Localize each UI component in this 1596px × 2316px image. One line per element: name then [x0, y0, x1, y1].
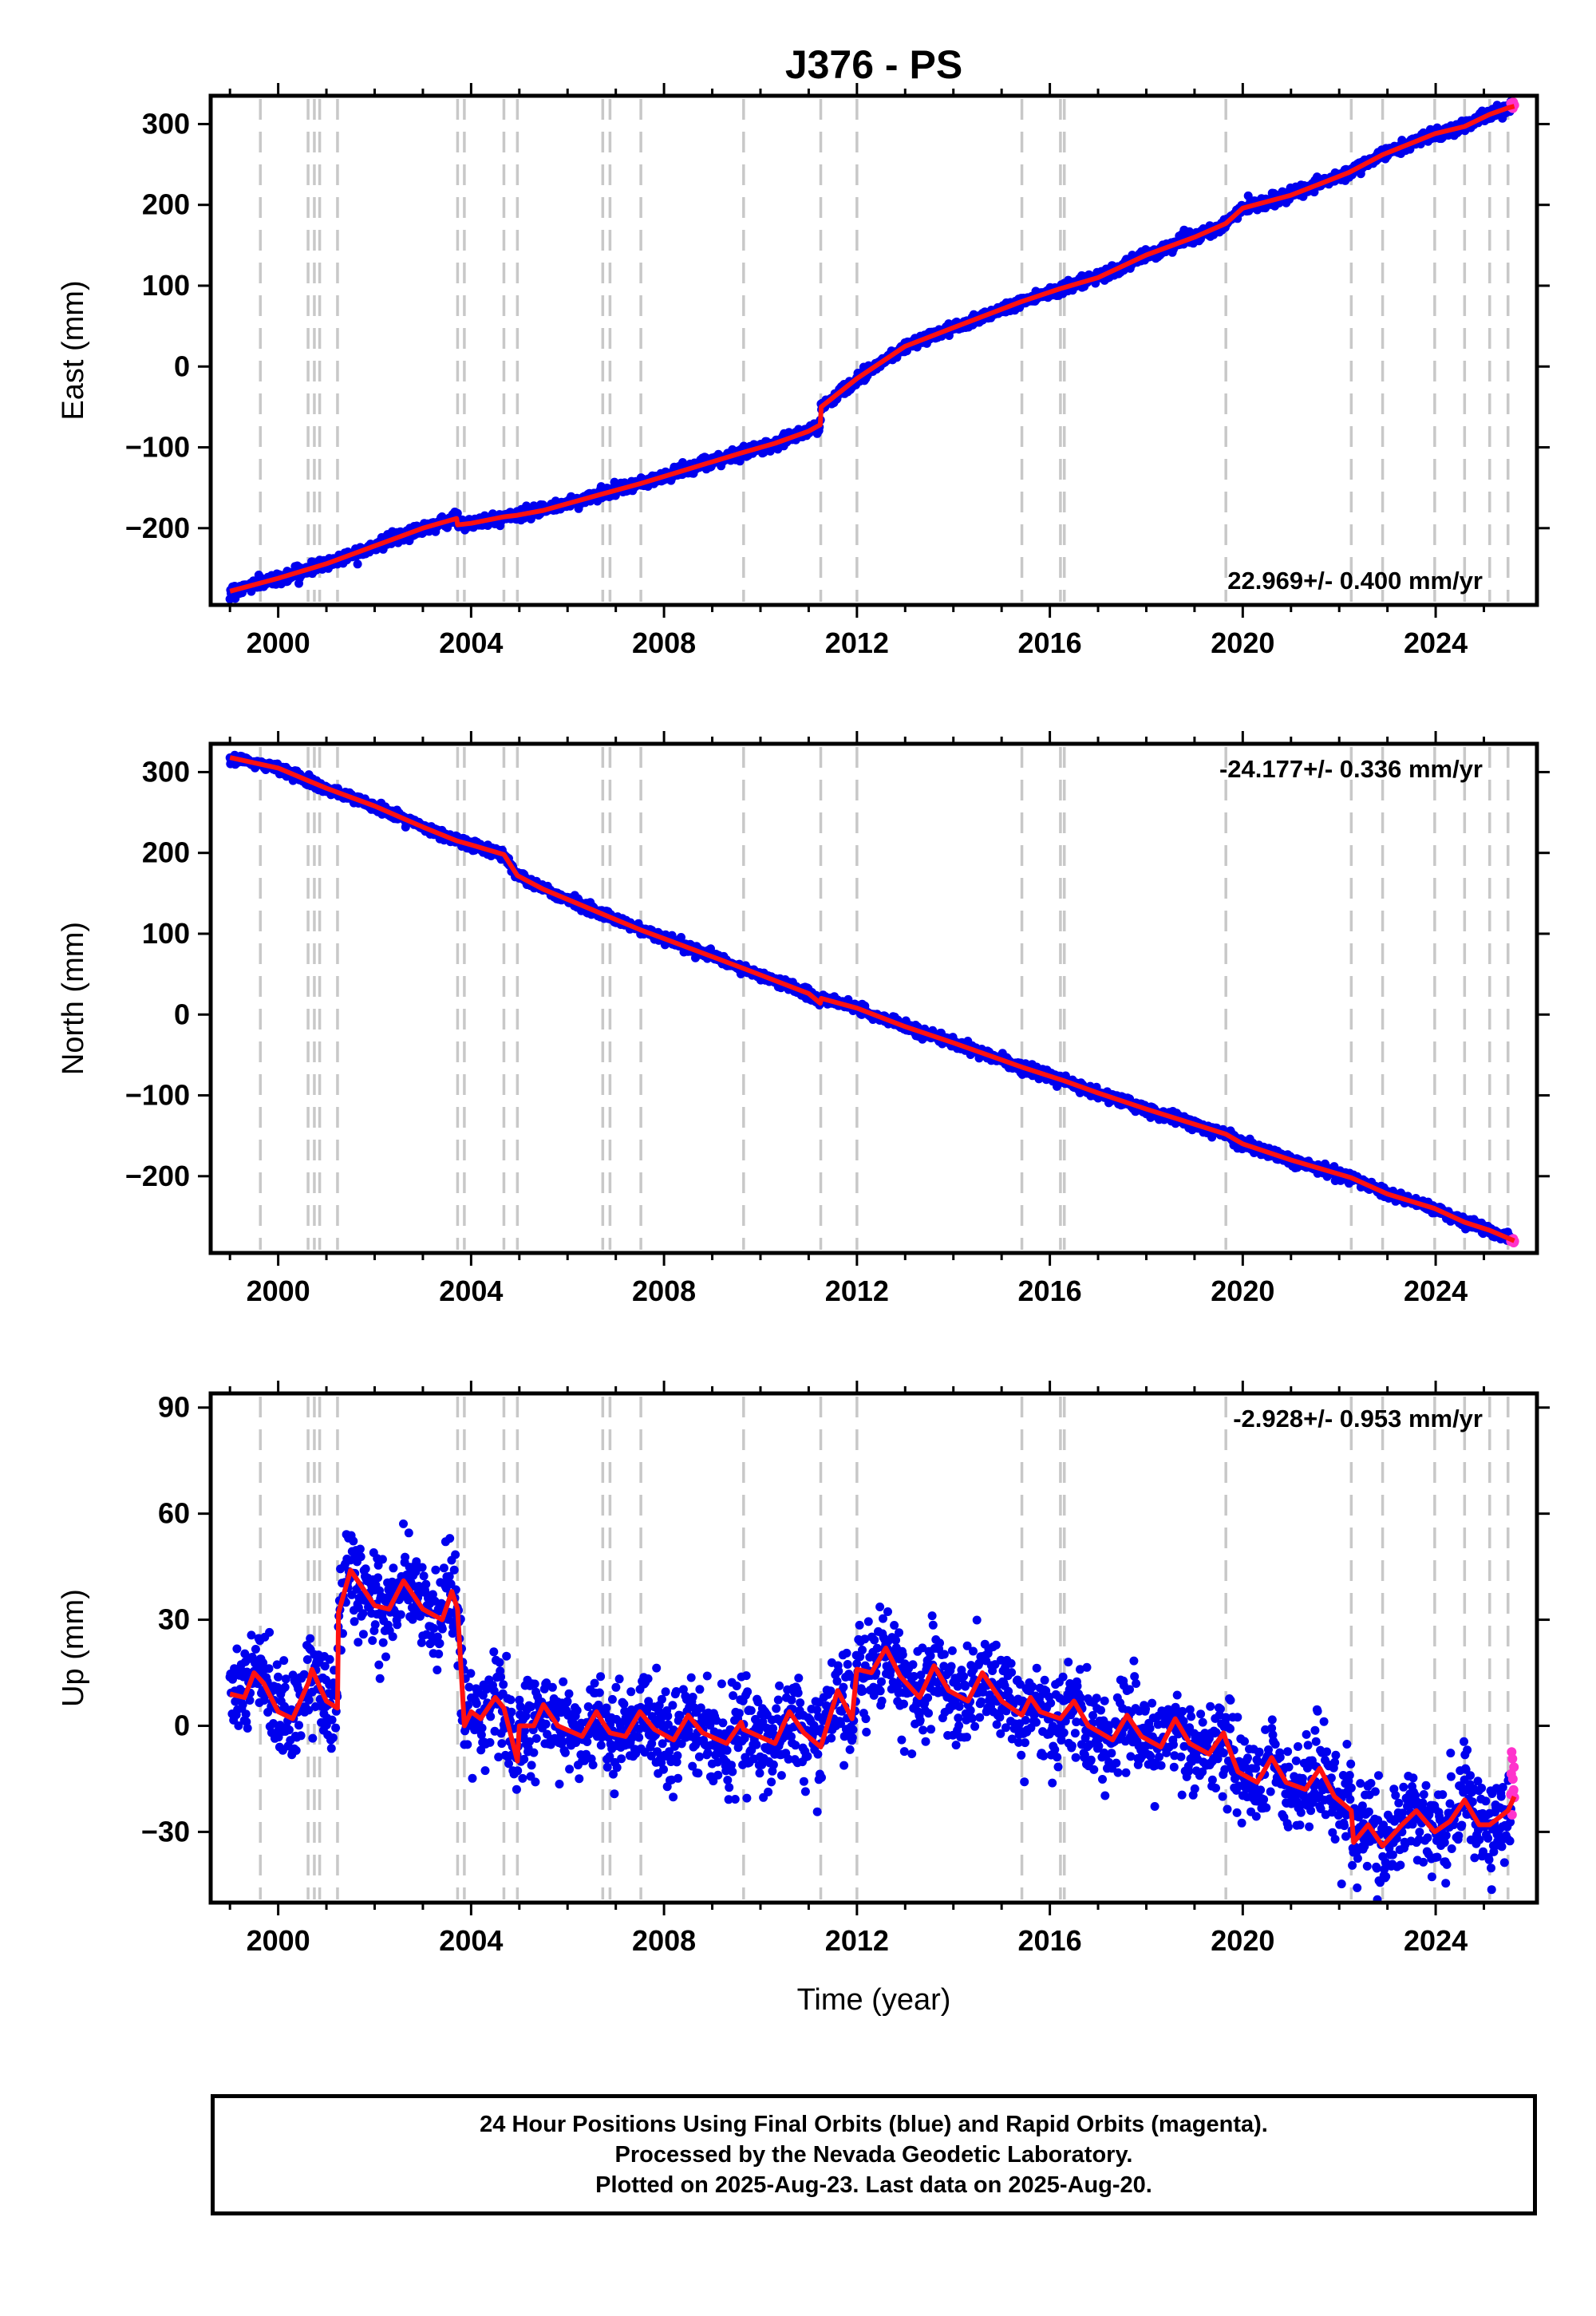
y-tick-label: 200 — [142, 188, 190, 221]
final-orbit-point — [452, 508, 462, 518]
x-tick-label: 2004 — [439, 626, 503, 659]
x-tick-label: 2016 — [1018, 626, 1082, 659]
rate-label: 22.969+/- 0.400 mm/yr — [1227, 567, 1483, 595]
x-tick-label: 2008 — [632, 626, 696, 659]
y-tick-label: −200 — [125, 512, 190, 544]
y-tick-label: 100 — [142, 269, 190, 302]
plot-frame — [208, 741, 1539, 1255]
x-tick-label: 2000 — [247, 626, 310, 659]
x-tick-label: 2020 — [1211, 626, 1274, 659]
y-tick-label: 300 — [142, 107, 190, 140]
panel-north: 2000 2004 2008 2012 2016 2020 2024−200−1000100… — [57, 731, 1550, 1307]
model-line — [229, 104, 1515, 594]
model-line — [229, 755, 1515, 1243]
y-axis-title: East (mm) — [57, 280, 90, 420]
x-tick-label: 2024 — [1404, 626, 1468, 659]
y-tick-label: 0 — [174, 350, 190, 382]
plot-frame — [208, 93, 1539, 607]
chart-title: J376 - PS — [785, 42, 962, 87]
y-tick-label: −100 — [125, 431, 190, 464]
panel-east: 2000 2004 2008 2012 2016 2020 2024 −200 −100 0 100… — [57, 83, 1550, 659]
x-tick-label: 2012 — [825, 626, 889, 659]
final-orbit-point — [353, 559, 362, 569]
